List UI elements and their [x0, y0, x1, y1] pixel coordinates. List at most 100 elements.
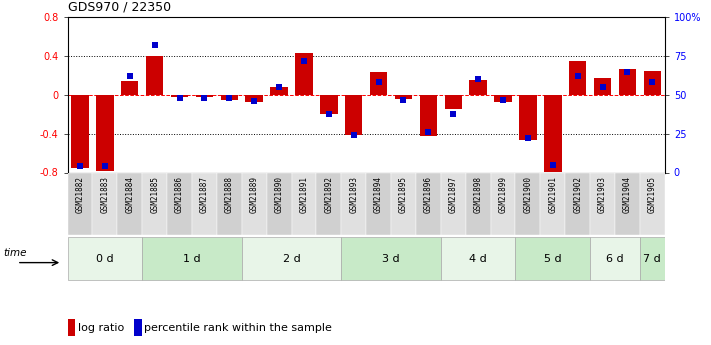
Point — [448, 111, 459, 116]
Bar — [466, 172, 491, 235]
Point — [124, 73, 136, 79]
Bar — [68, 319, 75, 336]
Text: 3 d: 3 d — [383, 254, 400, 264]
Text: GSM21904: GSM21904 — [623, 176, 632, 213]
Text: log ratio: log ratio — [78, 323, 124, 333]
Bar — [196, 95, 213, 97]
Text: GSM21884: GSM21884 — [125, 176, 134, 213]
Text: 0 d: 0 d — [96, 254, 114, 264]
Point — [100, 164, 111, 169]
Text: GSM21897: GSM21897 — [449, 176, 458, 213]
Bar — [320, 95, 338, 114]
Point — [547, 162, 559, 168]
Bar — [142, 172, 167, 235]
Text: GSM21889: GSM21889 — [250, 176, 259, 213]
Point — [373, 80, 385, 85]
Text: GSM21902: GSM21902 — [573, 176, 582, 213]
Text: 2 d: 2 d — [283, 254, 300, 264]
Text: 6 d: 6 d — [606, 254, 624, 264]
Text: GSM21886: GSM21886 — [175, 176, 184, 213]
Point — [498, 97, 509, 102]
Bar — [395, 95, 412, 99]
Bar — [590, 237, 640, 280]
Bar — [416, 172, 441, 235]
Bar — [594, 78, 611, 95]
Bar — [71, 95, 89, 168]
Bar — [540, 172, 565, 235]
Text: GSM21903: GSM21903 — [598, 176, 607, 213]
Bar — [569, 61, 587, 95]
Text: GSM21893: GSM21893 — [349, 176, 358, 213]
Text: time: time — [4, 248, 27, 258]
Bar — [68, 172, 92, 235]
Bar — [619, 69, 636, 95]
Bar — [270, 87, 288, 95]
Bar — [171, 95, 188, 97]
Point — [149, 42, 161, 48]
Text: 1 d: 1 d — [183, 254, 201, 264]
Text: GSM21901: GSM21901 — [548, 176, 557, 213]
Bar — [615, 172, 640, 235]
Bar — [640, 237, 665, 280]
Text: GSM21900: GSM21900 — [523, 176, 533, 213]
Bar — [494, 95, 512, 102]
Text: GSM21887: GSM21887 — [200, 176, 209, 213]
Text: GSM21895: GSM21895 — [399, 176, 408, 213]
Bar — [441, 172, 466, 235]
Point — [274, 85, 285, 90]
Point — [299, 58, 310, 63]
Bar — [444, 95, 462, 109]
Text: 5 d: 5 d — [544, 254, 562, 264]
Bar — [142, 237, 242, 280]
Bar — [469, 80, 487, 95]
Point — [572, 73, 584, 79]
Bar — [565, 172, 590, 235]
Bar — [441, 237, 515, 280]
Bar — [242, 237, 341, 280]
Bar — [643, 71, 661, 95]
Point — [398, 97, 410, 102]
Bar — [419, 95, 437, 136]
Point — [348, 132, 360, 138]
Text: GSM21885: GSM21885 — [150, 176, 159, 213]
Bar — [391, 172, 416, 235]
Text: GSM21890: GSM21890 — [274, 176, 284, 213]
Text: GSM21898: GSM21898 — [474, 176, 483, 213]
Bar — [515, 172, 540, 235]
Text: GSM21892: GSM21892 — [324, 176, 333, 213]
Bar — [96, 95, 114, 170]
Bar — [366, 172, 391, 235]
Bar — [519, 95, 537, 140]
Bar — [134, 319, 142, 336]
Bar — [167, 172, 192, 235]
Bar — [640, 172, 665, 235]
Bar — [292, 172, 316, 235]
Point — [324, 111, 335, 116]
Bar — [68, 237, 142, 280]
Bar — [220, 95, 238, 100]
Bar — [146, 56, 164, 95]
Point — [75, 164, 86, 169]
Point — [174, 95, 186, 101]
Point — [199, 95, 210, 101]
Bar — [341, 172, 366, 235]
Bar — [267, 172, 292, 235]
Text: GSM21883: GSM21883 — [100, 176, 109, 213]
Point — [473, 77, 484, 82]
Text: GSM21905: GSM21905 — [648, 176, 657, 213]
Bar — [217, 172, 242, 235]
Point — [423, 129, 434, 135]
Point — [249, 98, 260, 104]
Bar — [345, 95, 363, 135]
Text: GSM21891: GSM21891 — [299, 176, 309, 213]
Text: GSM21882: GSM21882 — [75, 176, 85, 213]
Bar — [515, 237, 590, 280]
Bar — [192, 172, 217, 235]
Text: GSM21894: GSM21894 — [374, 176, 383, 213]
Bar — [341, 237, 441, 280]
Bar — [117, 172, 142, 235]
Text: GSM21896: GSM21896 — [424, 176, 433, 213]
Bar — [491, 172, 515, 235]
Bar — [245, 95, 263, 102]
Point — [224, 95, 235, 101]
